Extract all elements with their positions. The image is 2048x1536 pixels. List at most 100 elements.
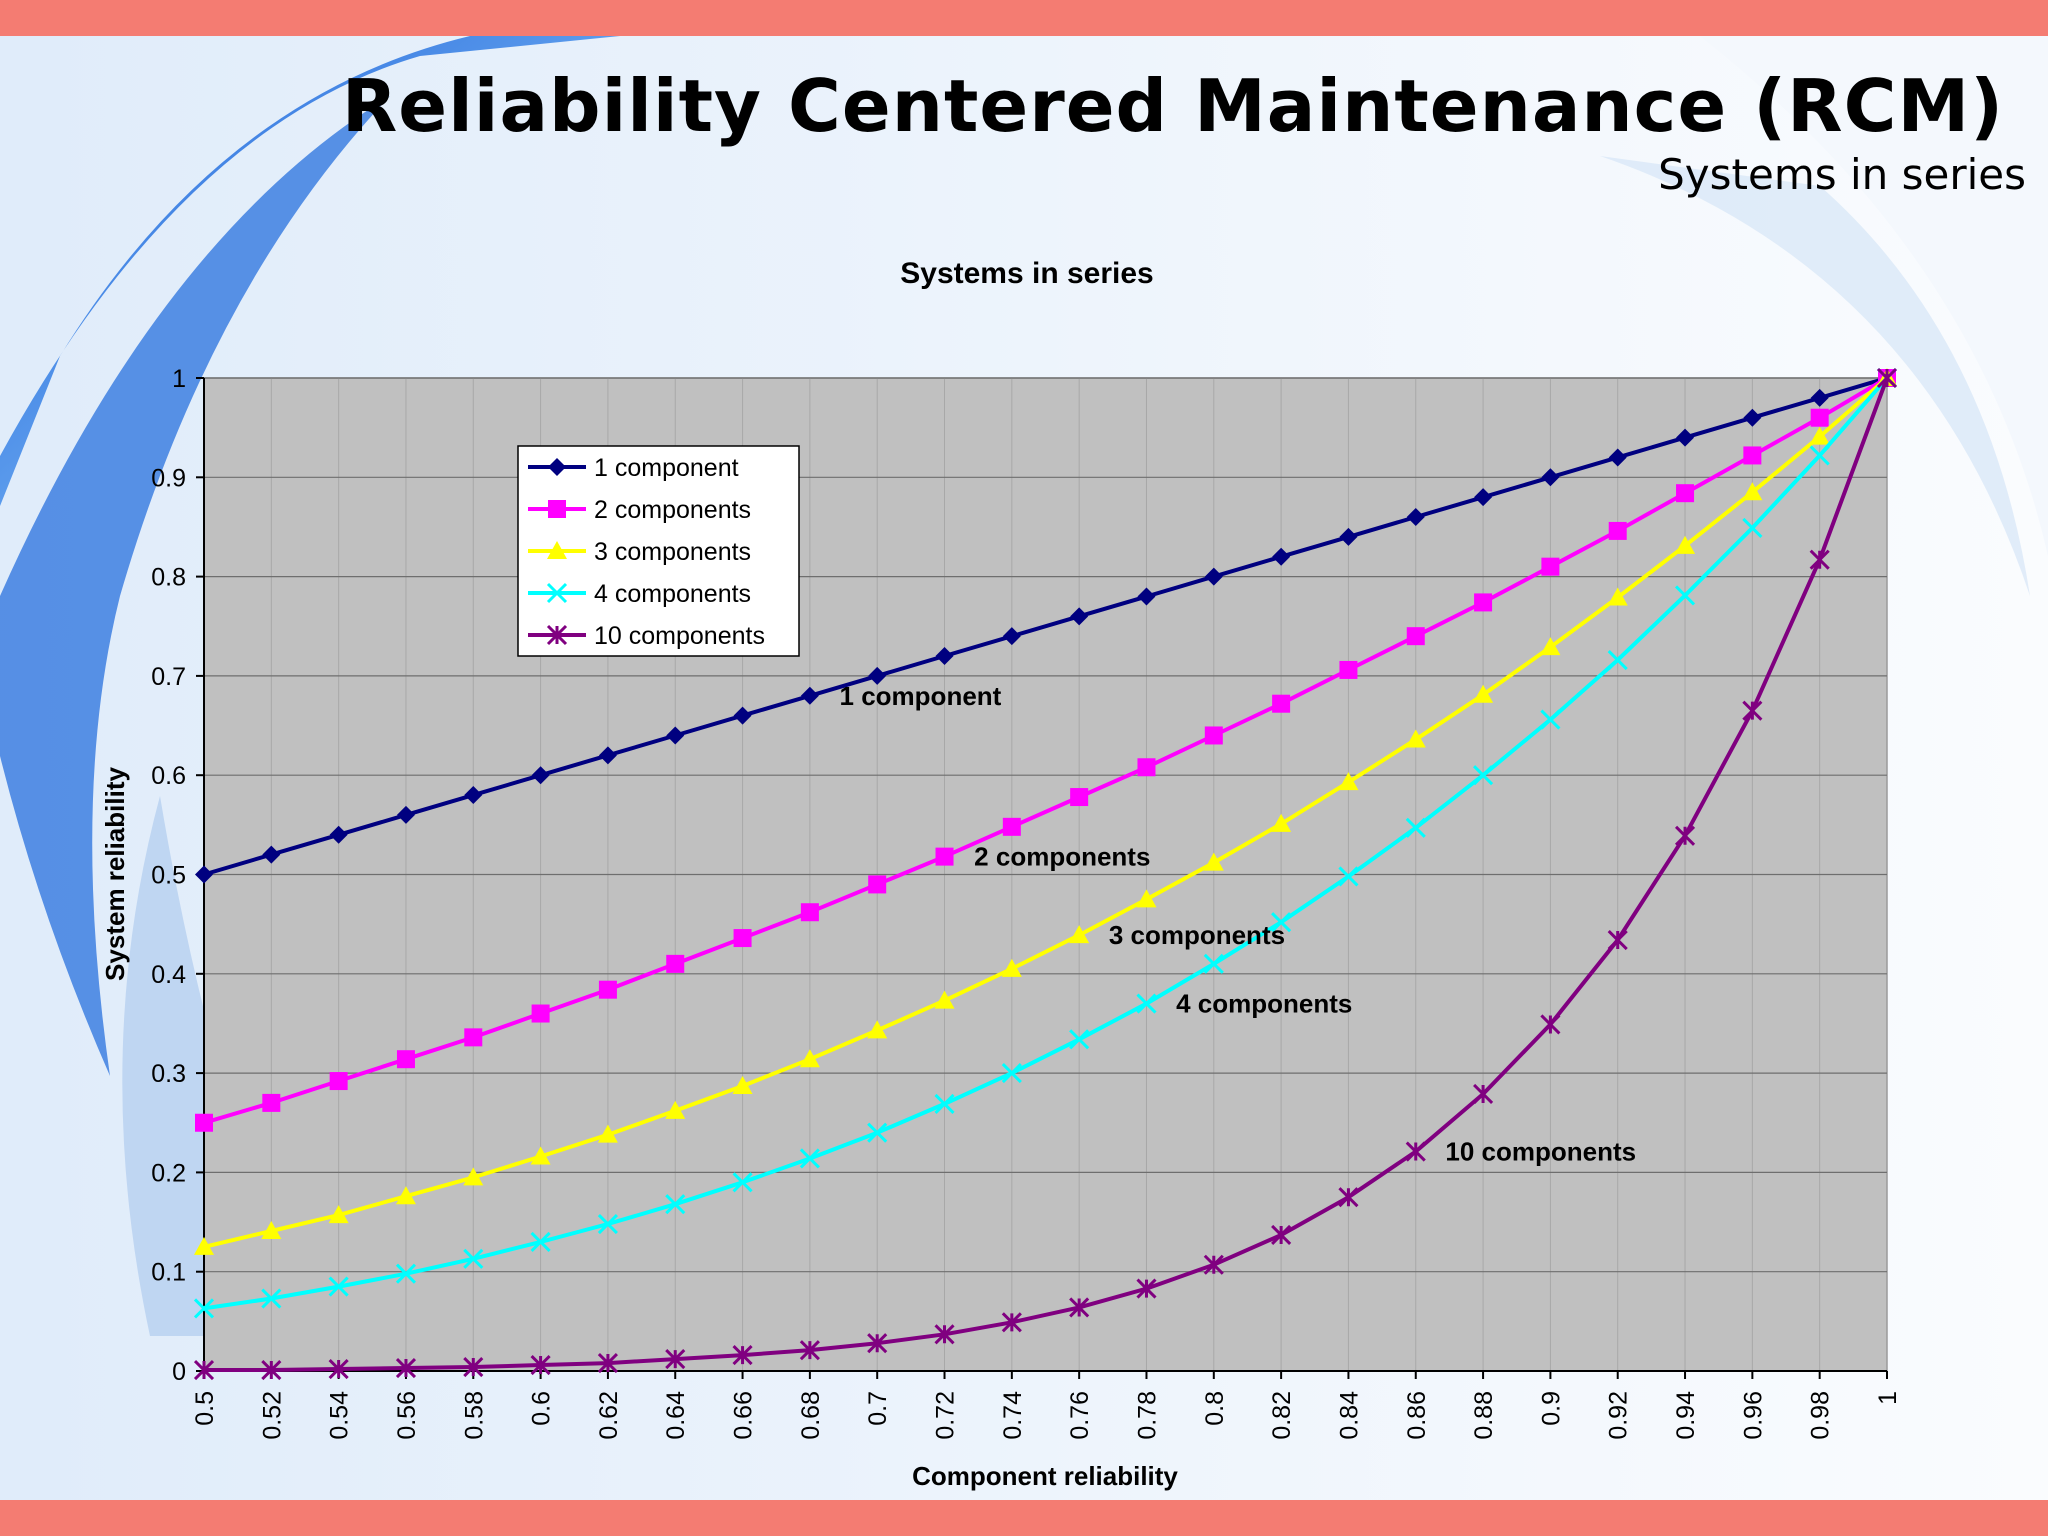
y-tick-label: 0.5 bbox=[151, 862, 186, 890]
data-point bbox=[1541, 557, 1560, 576]
series-annotation: 4 components bbox=[1176, 989, 1352, 1019]
x-tick-label: 0.88 bbox=[1470, 1391, 1498, 1440]
data-point bbox=[1272, 547, 1291, 566]
slide-subtitle: Systems in series bbox=[1658, 150, 2026, 199]
data-point bbox=[1810, 408, 1829, 427]
data-point bbox=[799, 1049, 820, 1068]
series-annotation: 3 components bbox=[1109, 920, 1285, 950]
data-point bbox=[1203, 1254, 1224, 1275]
x-tick-label: 1 bbox=[1874, 1391, 1902, 1405]
data-point bbox=[665, 1349, 686, 1370]
y-tick-label: 0.2 bbox=[151, 1159, 186, 1187]
y-axis-ticks: 0 0.1 0.2 0.3 0.4 0.5 0.6 0.7 0.8 0.9 1 bbox=[151, 365, 204, 1386]
data-point bbox=[1405, 1141, 1426, 1162]
data-point bbox=[868, 875, 887, 894]
data-point bbox=[1271, 912, 1292, 933]
series-annotation: 1 component bbox=[840, 681, 1002, 711]
data-point bbox=[395, 1186, 416, 1205]
data-point bbox=[800, 686, 819, 705]
data-point bbox=[1676, 484, 1695, 503]
data-point bbox=[464, 786, 483, 805]
data-point bbox=[1743, 408, 1762, 427]
x-tick-label: 0.5 bbox=[191, 1391, 219, 1426]
data-point bbox=[531, 1004, 550, 1023]
data-point bbox=[1742, 700, 1763, 721]
data-point bbox=[1272, 694, 1291, 713]
data-point bbox=[1676, 428, 1695, 447]
x-tick-label: 0.84 bbox=[1335, 1391, 1363, 1440]
data-point bbox=[463, 1356, 484, 1378]
legend-item: 3 components bbox=[528, 538, 751, 566]
y-tick-label: 0.9 bbox=[151, 464, 186, 492]
data-point bbox=[1675, 535, 1696, 554]
data-point bbox=[1809, 445, 1830, 466]
data-point bbox=[868, 666, 887, 685]
series-3 bbox=[194, 368, 1897, 1255]
series-line bbox=[203, 376, 1889, 1311]
series-line bbox=[203, 376, 1888, 877]
data-point bbox=[1271, 1224, 1292, 1246]
x-tick-label: 0.58 bbox=[460, 1391, 488, 1440]
data-point bbox=[261, 1288, 282, 1309]
x-tick-label: 0.92 bbox=[1605, 1391, 1633, 1440]
data-point bbox=[328, 1276, 349, 1297]
data-point bbox=[733, 706, 752, 725]
x-tick-label: 0.9 bbox=[1537, 1391, 1565, 1426]
data-point bbox=[934, 1093, 955, 1114]
x-tick-label: 0.7 bbox=[864, 1391, 892, 1426]
data-point bbox=[1540, 1014, 1561, 1035]
data-point bbox=[1136, 889, 1157, 908]
data-point bbox=[597, 1213, 618, 1235]
data-point bbox=[1339, 527, 1358, 546]
data-point bbox=[1204, 726, 1223, 745]
y-tick-label: 0.3 bbox=[151, 1060, 186, 1088]
legend-swatch-marker bbox=[546, 624, 568, 646]
legend: 1 component 2 components 3 components 4 com… bbox=[517, 445, 800, 657]
data-point bbox=[666, 726, 685, 745]
data-point bbox=[1810, 388, 1829, 407]
data-point bbox=[1473, 765, 1494, 786]
data-point bbox=[799, 1148, 820, 1169]
legend-item: 4 components bbox=[528, 580, 751, 608]
legend-label: 4 components bbox=[594, 580, 751, 608]
data-point bbox=[195, 1113, 213, 1132]
legend-swatch-marker bbox=[546, 582, 568, 604]
data-point bbox=[1607, 587, 1628, 606]
series-1 bbox=[195, 369, 1896, 884]
data-point bbox=[867, 1333, 888, 1354]
slide-title: Reliability Centered Maintenance (RCM) bbox=[341, 64, 2004, 148]
data-point bbox=[1674, 825, 1696, 846]
data-point bbox=[733, 929, 752, 948]
data-point bbox=[328, 1205, 349, 1224]
data-point bbox=[193, 1359, 215, 1381]
data-point bbox=[1002, 817, 1021, 836]
legend-label: 10 components bbox=[594, 622, 765, 650]
y-tick-label: 0.7 bbox=[151, 663, 186, 691]
legend-label: 3 components bbox=[594, 538, 751, 566]
data-point bbox=[1136, 993, 1157, 1014]
legend-label: 1 component bbox=[594, 454, 739, 482]
data-point bbox=[597, 1124, 618, 1143]
legend-swatch-marker bbox=[547, 541, 567, 559]
x-tick-label: 0.56 bbox=[393, 1391, 421, 1440]
data-point bbox=[1002, 627, 1021, 646]
data-point bbox=[1137, 758, 1156, 777]
data-point bbox=[1338, 772, 1359, 791]
data-point bbox=[732, 1076, 753, 1095]
x-tick-label: 0.68 bbox=[797, 1391, 825, 1440]
data-point bbox=[530, 1146, 551, 1165]
data-point bbox=[867, 1122, 888, 1143]
x-tick-label: 0.6 bbox=[528, 1391, 556, 1426]
x-tick-label: 0.76 bbox=[1066, 1391, 1094, 1440]
data-point bbox=[1001, 1063, 1022, 1084]
data-point bbox=[1203, 852, 1224, 871]
data-point bbox=[935, 847, 954, 866]
data-point bbox=[1406, 508, 1425, 527]
data-point bbox=[531, 766, 550, 785]
x-axis-label: Component reliability bbox=[912, 1461, 1178, 1491]
series-5 bbox=[193, 367, 1898, 1381]
series-annotation: 10 components bbox=[1445, 1137, 1636, 1167]
data-point bbox=[1809, 549, 1830, 570]
x-tick-label: 0.94 bbox=[1672, 1391, 1700, 1440]
data-point bbox=[463, 1167, 484, 1186]
